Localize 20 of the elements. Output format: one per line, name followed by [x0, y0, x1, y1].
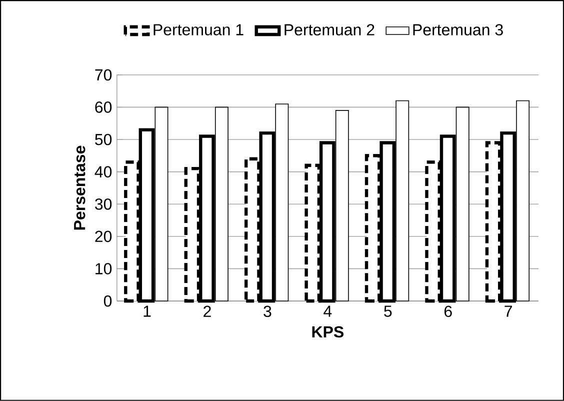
x-tick-label: 7	[504, 306, 512, 317]
y-axis-title: Persentase	[74, 146, 86, 230]
x-tick-label: 5	[384, 306, 392, 317]
y-tick-label: 20	[95, 230, 112, 242]
x-tick-label: 3	[264, 306, 272, 318]
x-tick-label: 6	[444, 306, 452, 318]
legend-label: Pertemuan 2	[284, 24, 374, 36]
y-tick-label: 70	[95, 69, 112, 81]
y-tick-label: 0	[104, 295, 112, 307]
y-tick-label: 60	[95, 102, 112, 113]
legend-label: Pertemuan 3	[413, 24, 503, 36]
x-tick-label: 1	[144, 306, 151, 317]
y-tick-label: 40	[94, 166, 112, 178]
y-tick-label: 10	[96, 263, 112, 274]
x-axis-title: KPS	[312, 326, 344, 338]
legend-label: Pertemuan 1	[154, 24, 244, 36]
x-tick-label: 2	[204, 306, 211, 317]
y-tick-label: 30	[95, 198, 112, 210]
y-tick-label: 50	[95, 134, 112, 146]
x-tick-label: 4	[324, 306, 332, 317]
